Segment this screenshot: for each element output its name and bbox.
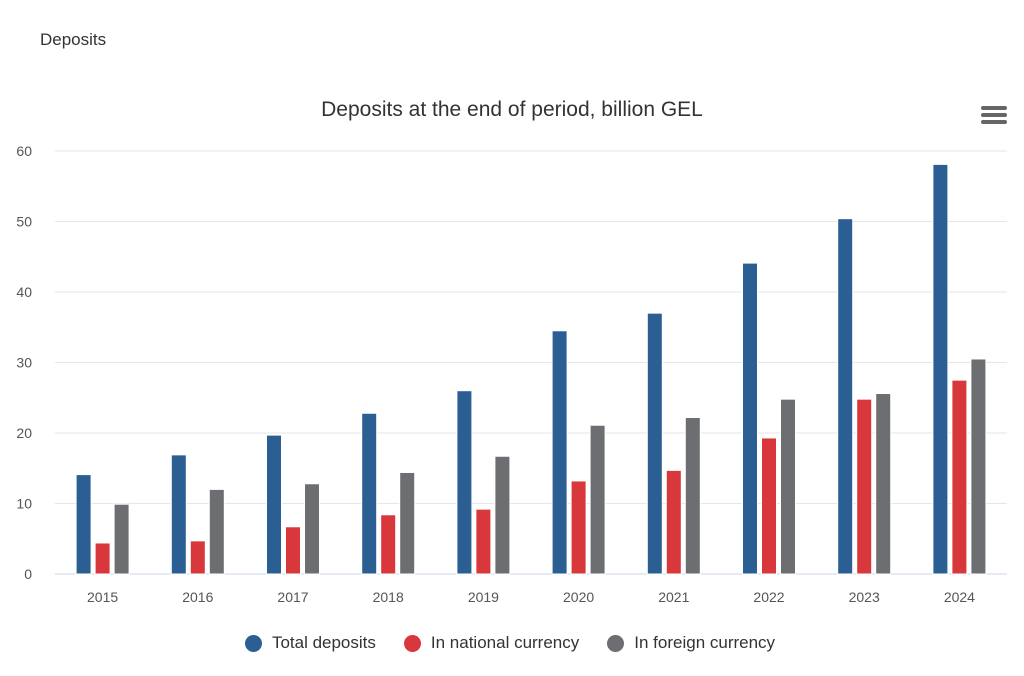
bar-in-national-currency-2019[interactable]: In national currency 2019: 9.2 (475, 508, 492, 575)
bar-total-deposits-2024[interactable]: Total deposits 2024: 58.1 (932, 163, 949, 575)
bar-total-deposits-2023[interactable]: Total deposits 2023: 50.4 (837, 218, 854, 575)
x-tick-label: 2023 (849, 589, 880, 605)
bar-in-foreign-currency-2018[interactable]: In foreign currency 2018: 14.4 (399, 471, 416, 575)
x-tick-label: 2022 (753, 589, 784, 605)
bar-total-deposits-2017[interactable]: Total deposits 2017: 19.7 (266, 434, 282, 575)
bar-total-deposits-2019[interactable]: Total deposits 2019: 26 (456, 390, 473, 575)
y-tick-label: 40 (16, 284, 32, 300)
bar-in-foreign-currency-2021[interactable]: In foreign currency 2021: 22.2 (684, 416, 701, 575)
legend-marker-icon (607, 634, 625, 652)
bar-in-national-currency-2022[interactable]: In national currency 2022: 19.3 (761, 437, 777, 575)
legend-marker-icon (403, 634, 421, 652)
bar-total-deposits-2020[interactable]: Total deposits 2020: 34.5 (551, 330, 568, 575)
bar-in-national-currency-2023[interactable]: In national currency 2023: 24.8 (856, 398, 873, 575)
menu-bar (981, 120, 1007, 124)
bar-in-foreign-currency-2024[interactable]: In foreign currency 2024: 30.5 (970, 358, 987, 575)
legend-item[interactable]: Total deposits (244, 633, 376, 653)
bar-in-national-currency-2017[interactable]: In national currency 2017: 6.7 (285, 526, 301, 575)
bar-in-foreign-currency-2017[interactable]: In foreign currency 2017: 12.8 (304, 483, 320, 575)
hamburger-menu-icon[interactable] (981, 106, 1007, 128)
bar-in-national-currency-2020[interactable]: In national currency 2020: 13.2 (570, 480, 587, 575)
legend: Total deposits In national currency In for… (0, 633, 1024, 653)
chart-title: Deposits at the end of period, billion G… (321, 98, 703, 121)
bar-in-foreign-currency-2019[interactable]: In foreign currency 2019: 16.7 (494, 455, 511, 575)
x-tick-label: 2018 (373, 589, 404, 605)
page-heading: Deposits (40, 30, 107, 49)
y-tick-label: 0 (24, 566, 32, 582)
bar-in-foreign-currency-2015[interactable]: In foreign currency 2015: 9.9 (113, 503, 130, 575)
bar-total-deposits-2016[interactable]: Total deposits 2016: 16.9 (170, 454, 187, 575)
legend-item[interactable]: In national currency (403, 633, 580, 653)
bar-in-foreign-currency-2022[interactable]: In foreign currency 2022: 24.8 (780, 398, 796, 575)
x-tick-label: 2017 (277, 589, 308, 605)
bar-total-deposits-2018[interactable]: Total deposits 2018: 22.8 (361, 412, 378, 575)
y-tick-label: 10 (16, 496, 32, 512)
bar-in-foreign-currency-2020[interactable]: In foreign currency 2020: 21.1 (589, 424, 606, 575)
legend-label: In foreign currency (634, 633, 776, 652)
bar-in-national-currency-2015[interactable]: In national currency 2015: 4.4 (94, 542, 111, 575)
bar-in-foreign-currency-2016[interactable]: In foreign currency 2016: 12 (208, 488, 225, 575)
menu-bar (981, 113, 1007, 117)
x-tick-label: 2019 (468, 589, 499, 605)
bar-total-deposits-2022[interactable]: Total deposits 2022: 44.1 (742, 262, 758, 575)
x-tick-label: 2021 (658, 589, 689, 605)
bar-in-national-currency-2016[interactable]: In national currency 2016: 4.7 (189, 540, 206, 575)
y-tick-label: 20 (16, 425, 32, 441)
x-tick-label: 2015 (87, 589, 118, 605)
legend-label: Total deposits (271, 633, 376, 652)
legend-label: In national currency (430, 633, 580, 652)
menu-bar (981, 106, 1007, 110)
x-tick-label: 2024 (944, 589, 975, 605)
y-tick-label: 30 (16, 355, 32, 371)
bar-in-national-currency-2024[interactable]: In national currency 2024: 27.5 (951, 379, 968, 575)
bar-in-foreign-currency-2023[interactable]: In foreign currency 2023: 25.6 (875, 393, 892, 575)
bar-total-deposits-2021[interactable]: Total deposits 2021: 37 (646, 312, 663, 575)
bar-in-national-currency-2018[interactable]: In national currency 2018: 8.4 (380, 514, 397, 575)
legend-marker-icon (244, 634, 262, 652)
x-tick-label: 2016 (182, 589, 213, 605)
bar-total-deposits-2015[interactable]: Total deposits 2015: 14.1 (75, 474, 92, 575)
x-tick-label: 2020 (563, 589, 594, 605)
y-tick-label: 50 (16, 214, 32, 230)
y-tick-label: 60 (16, 143, 32, 159)
bar-in-national-currency-2021[interactable]: In national currency 2021: 14.7 (665, 469, 682, 575)
legend-item[interactable]: In foreign currency (607, 633, 775, 653)
